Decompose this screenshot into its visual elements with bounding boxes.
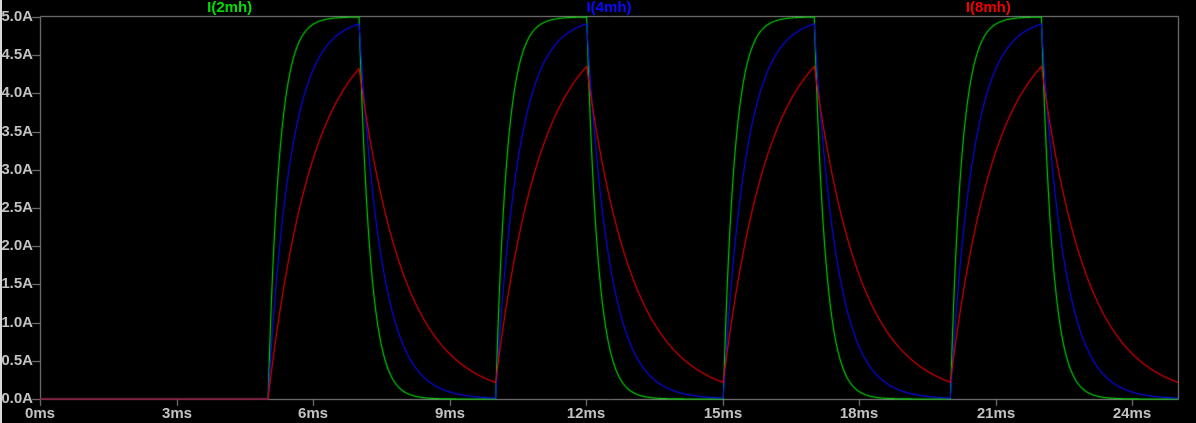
- x-axis-tick-label: 9ms: [434, 405, 466, 422]
- y-axis-tick-label: 0.5A: [1, 352, 33, 369]
- x-axis-tick-label: 12ms: [566, 405, 606, 422]
- y-axis-tick-label: 4.5A: [1, 46, 33, 63]
- x-axis-tick-label: 6ms: [297, 405, 329, 422]
- x-axis-tick-label: 18ms: [839, 405, 879, 422]
- y-axis-tick-label: 0.0A: [1, 390, 33, 407]
- y-axis-tick-label: 3.5A: [1, 123, 33, 140]
- x-axis-tick-label: 15ms: [703, 405, 743, 422]
- y-axis-tick-label: 5.0A: [1, 8, 33, 25]
- trace-label-i4mh[interactable]: I(4mh): [586, 0, 632, 16]
- window-left-edge: [0, 0, 2, 423]
- x-axis-tick-label: 0ms: [24, 405, 56, 422]
- y-axis-tick-label: 2.5A: [1, 199, 33, 216]
- x-axis-tick-label: 3ms: [161, 405, 193, 422]
- y-axis-tick-label: 1.5A: [1, 275, 33, 292]
- x-axis-tick-label: 24ms: [1112, 405, 1152, 422]
- trace-label-i8mh[interactable]: I(8mh): [965, 0, 1011, 16]
- trace-label-i2mh[interactable]: I(2mh): [207, 0, 253, 16]
- y-axis-tick-label: 4.0A: [1, 84, 33, 101]
- y-axis-tick-label: 1.0A: [1, 314, 33, 331]
- x-axis-tick-label: 21ms: [976, 405, 1016, 422]
- y-axis-tick-label: 3.0A: [1, 161, 33, 178]
- y-axis-tick-label: 2.0A: [1, 237, 33, 254]
